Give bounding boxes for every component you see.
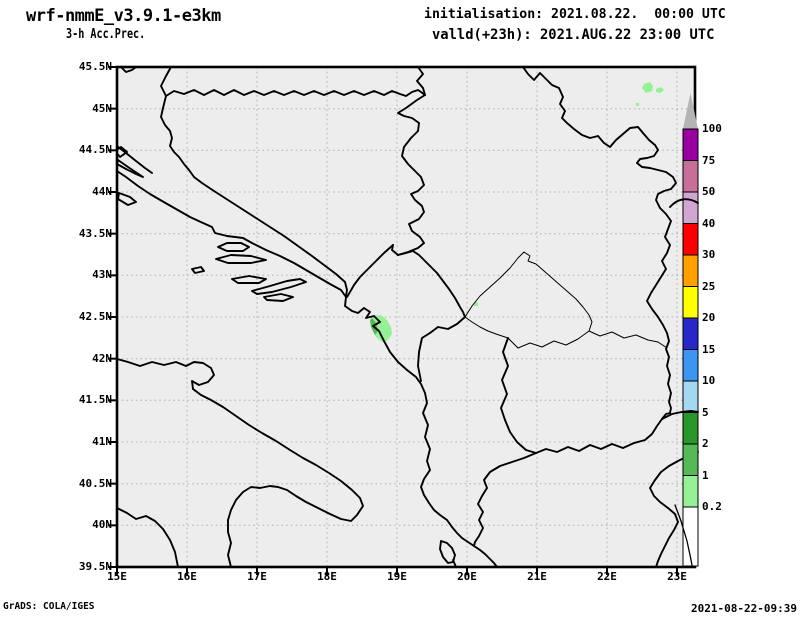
colorbar-label: 5 (702, 405, 709, 419)
precip-blob-ne-serbia-1 (642, 82, 653, 93)
border-macedonia-albania-greece (500, 337, 671, 454)
border-kosovo (464, 251, 593, 349)
lon-tick-label: 18E (317, 570, 337, 583)
colorbar-segment (682, 191, 699, 224)
lat-tick-label: 40N (92, 518, 112, 532)
border-montenegro-albania (417, 316, 466, 382)
border-overflow-danube (669, 198, 699, 208)
lat-tick-label: 42.5N (78, 310, 112, 323)
coastline-dalmatian-islands (191, 242, 307, 302)
map-outlines (116, 66, 699, 568)
grads-credit: GrADS: COLA/IGES (3, 601, 95, 612)
coastline-greece-aegean (649, 451, 699, 568)
lat-tick-label: 41N (92, 435, 112, 448)
colorbar-segment (682, 475, 699, 508)
map-outlines-thin (464, 251, 668, 349)
creation-timestamp: 2021-08-22-09:39 (691, 602, 797, 615)
lat-tick-label: 45N (92, 101, 112, 115)
colorbar-overlap-lines (661, 198, 699, 566)
lat-tick-label: 45.5N (78, 60, 112, 73)
map-background (117, 67, 695, 567)
border-sava-north (165, 89, 426, 97)
coastline-italy-apulia (116, 358, 364, 568)
lon-tick-label: 15E (107, 570, 127, 583)
valid-time: valld(+23h): 2021.AUG.22 23:00 UTC (432, 27, 715, 43)
initialisation-time: initialisation: 2021.08.22. 00:00 UTC (424, 7, 726, 22)
colorbar-segment (682, 443, 699, 476)
colorbar-segment (682, 380, 699, 413)
precip-dot-sw-serbia (474, 302, 478, 306)
lon-tick-label: 20E (457, 570, 477, 583)
colorbar-label: 15 (702, 342, 716, 356)
border-serbia-romania-bulgaria (522, 66, 677, 414)
lon-tick-label: 21E (527, 570, 547, 583)
border-drina-bosnia-serbia (391, 94, 426, 256)
border-croatia-serbia (416, 66, 426, 96)
colorbar-label: 50 (702, 185, 716, 198)
lat-tick-label: 41.5N (78, 393, 112, 407)
lat-tick-label: 44N (92, 185, 112, 198)
lat-tick-label: 42N (92, 351, 112, 365)
colorbar-segment (682, 160, 699, 193)
colorbar-label: 75 (702, 153, 716, 167)
border-bosnia-montenegro (346, 244, 394, 298)
lat-tick-label: 43N (92, 268, 112, 282)
colorbar-label: 10 (702, 374, 716, 387)
colorbar-label: 20 (702, 311, 716, 324)
lat-tick-label: 40.5N (78, 476, 112, 490)
colorbar-segment (682, 286, 699, 319)
coastline-croatia-montenegro-albania (116, 170, 498, 568)
colorbar-below-min-segment (682, 506, 699, 567)
axis-ticks (108, 66, 678, 575)
product-title: 3-h Acc.Prec. (66, 26, 146, 42)
border-montenegro-serbia (397, 250, 466, 318)
colorbar-segment (682, 412, 699, 445)
colorbar-segment (682, 223, 699, 256)
lat-tick-label: 43.5N (78, 226, 112, 240)
coastline-calabria-west (116, 507, 179, 568)
lon-tick-label: 23E (667, 570, 687, 583)
colorbar-label: 40 (702, 216, 716, 230)
lat-tick-label: 39.5N (78, 560, 112, 573)
colorbar-label: 2 (702, 437, 709, 450)
graticule-grid (117, 67, 695, 567)
colorbar-segment (682, 349, 699, 382)
colorbar-segment (682, 254, 699, 287)
colorbar-label: 0.2 (702, 500, 722, 513)
precip-blob-montenegro (370, 315, 392, 342)
colorbar-segment (682, 317, 699, 350)
lon-tick-label: 16E (177, 570, 197, 583)
border-serbia-macedonia (588, 330, 668, 349)
border-croatia-bosnia-west (160, 66, 348, 297)
precip-blob-ne-serbia-2 (656, 87, 664, 93)
lon-tick-label: 19E (387, 570, 407, 583)
lon-tick-label: 22E (597, 570, 617, 583)
colorbar-segment (682, 128, 699, 161)
colorbar-label: 25 (702, 279, 716, 293)
coast-overflow-aegean (674, 504, 693, 566)
colorbar-label: 100 (702, 122, 722, 135)
colorbar-label: 1 (702, 468, 709, 482)
colorbar-label: 30 (702, 248, 716, 261)
model-title: wrf-nmmE_v3.9.1-e3km (26, 6, 221, 26)
colorbar (682, 93, 699, 567)
border-overflow-greece-bulgaria (661, 410, 699, 420)
colorbar-above-max-arrow (683, 93, 698, 129)
border-albania-greece (473, 452, 537, 547)
coastline-kvarner-islands (116, 66, 153, 206)
lat-tick-label: 44.5N (78, 143, 112, 157)
lon-tick-label: 17E (247, 570, 267, 583)
precip-dot-ne-serbia (636, 103, 639, 106)
